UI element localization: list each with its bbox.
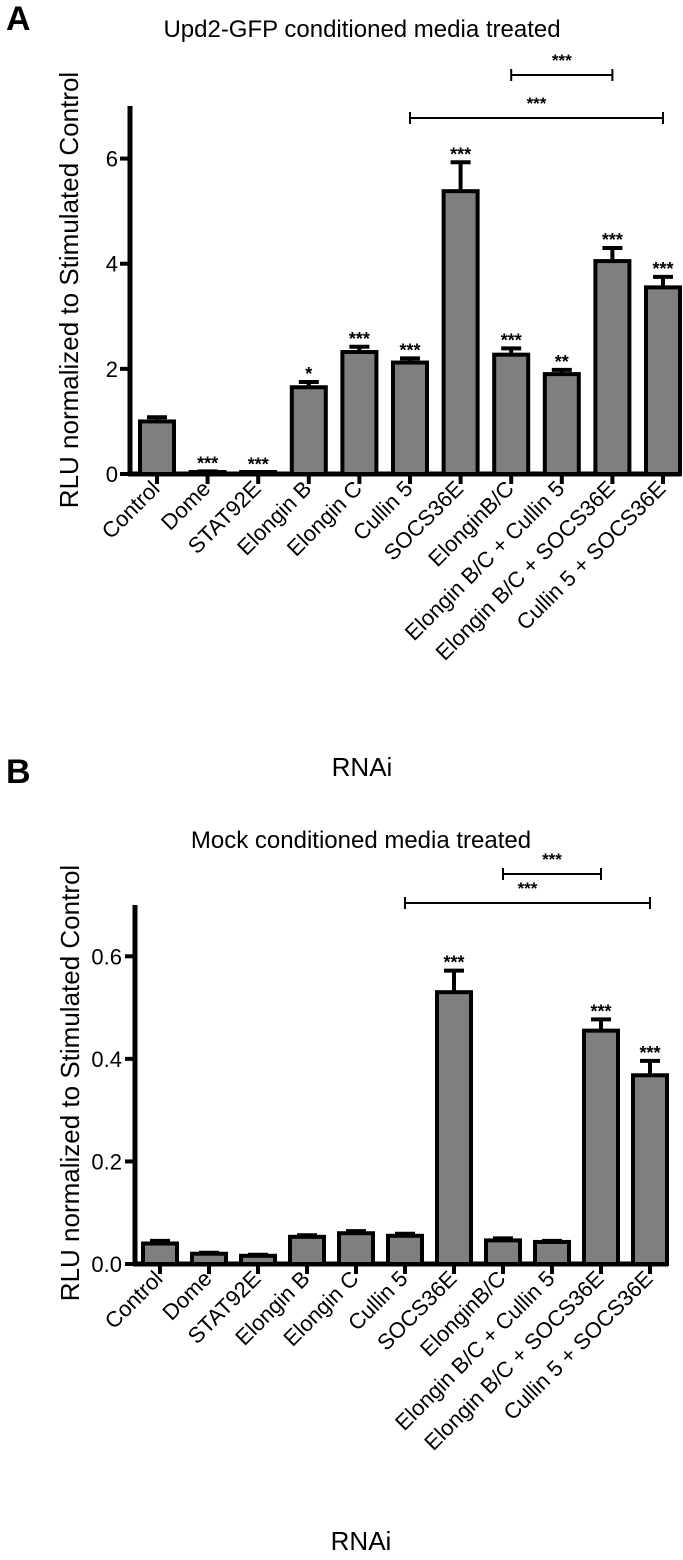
- bar: [441, 189, 480, 476]
- bar: [138, 419, 176, 476]
- y-tick-label: 0.2: [91, 1149, 122, 1174]
- significance-label: ***: [602, 230, 623, 250]
- significance-label: ***: [443, 953, 464, 973]
- x-axis-label: RNAi: [332, 752, 393, 782]
- y-tick-label: 2: [106, 357, 118, 382]
- y-tick-label: 0.4: [91, 1047, 122, 1072]
- bar: [435, 990, 473, 1267]
- bar: [340, 350, 379, 476]
- significance-label: ***: [590, 1001, 611, 1021]
- y-tick-label: 0.0: [91, 1252, 122, 1277]
- bar: [533, 1239, 571, 1266]
- bar: [593, 259, 632, 477]
- significance-label: ***: [349, 329, 370, 349]
- y-tick-label: 4: [106, 252, 118, 277]
- significance-label: ***: [248, 454, 269, 474]
- bar: [582, 1028, 620, 1267]
- y-tick-label: 6: [106, 147, 118, 172]
- bracket-label: ***: [518, 879, 538, 898]
- significance-label: ***: [501, 330, 522, 350]
- y-tick-label: 0: [106, 462, 118, 487]
- panel-label: A: [6, 0, 31, 38]
- significance-label: ***: [450, 144, 471, 164]
- bar: [492, 352, 531, 477]
- bar: [631, 1073, 669, 1266]
- bracket-label: ***: [542, 850, 562, 869]
- bar: [141, 1241, 179, 1267]
- chart-title: Mock conditioned media treated: [191, 827, 531, 854]
- panel-A: A Upd2-GFP conditioned media treated RLU n…: [6, 0, 682, 782]
- significance-label: ***: [197, 453, 218, 473]
- bar: [644, 285, 682, 476]
- significance-label: ***: [652, 259, 673, 279]
- bar: [337, 1231, 375, 1266]
- bar: [542, 372, 581, 476]
- significance-label: ***: [639, 1043, 660, 1063]
- bar: [288, 1234, 326, 1267]
- bar: [391, 360, 429, 477]
- bar: [484, 1238, 522, 1266]
- y-axis-label: RLU normalized to Stimulated Control: [54, 72, 84, 508]
- bar: [386, 1233, 424, 1266]
- bar: [190, 1251, 228, 1266]
- bar: [239, 1253, 277, 1267]
- x-axis-label: RNAi: [331, 1526, 392, 1556]
- panel-B: B Mock conditioned media treated RLU norma…: [6, 753, 669, 1556]
- comparison-bracket: ***: [404, 879, 651, 909]
- bar: [289, 385, 328, 476]
- panel-label: B: [6, 753, 31, 791]
- significance-label: **: [555, 352, 569, 372]
- y-axis-label: RLU normalized to Stimulated Control: [55, 865, 85, 1301]
- comparison-bracket: ***: [409, 94, 664, 124]
- y-tick-label: 0.6: [91, 944, 122, 969]
- significance-label: ***: [399, 340, 420, 360]
- bracket-label: ***: [552, 51, 572, 70]
- bracket-label: ***: [527, 94, 547, 113]
- comparison-bracket: ***: [510, 51, 614, 81]
- chart-title: Upd2-GFP conditioned media treated: [163, 16, 560, 43]
- significance-label: *: [305, 364, 312, 384]
- comparison-bracket: ***: [502, 850, 602, 880]
